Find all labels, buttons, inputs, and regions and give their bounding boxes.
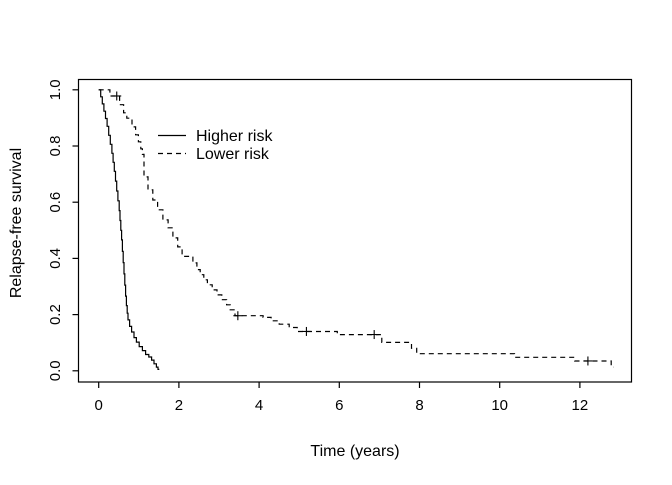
plot-box <box>77 78 633 383</box>
y-tick-label: 0.6 <box>47 192 64 213</box>
legend-label-higher-risk: Higher risk <box>196 128 273 145</box>
y-tick-label: 0.4 <box>47 248 64 269</box>
x-tick-label: 4 <box>255 397 263 414</box>
x-tick-label: 8 <box>415 397 423 414</box>
x-tick-label: 0 <box>95 397 103 414</box>
x-tick-label: 12 <box>572 397 589 414</box>
x-axis-title: Time (years) <box>310 443 399 460</box>
x-tick-label: 2 <box>175 397 183 414</box>
y-axis: 0.0 0.2 0.4 0.6 0.8 1.0 <box>47 79 79 381</box>
y-tick-label: 1.0 <box>47 79 64 100</box>
x-tick-label: 10 <box>491 397 508 414</box>
x-tick-label: 6 <box>335 397 343 414</box>
y-tick-label: 0.8 <box>47 136 64 157</box>
y-axis-title: Relapse-free survival <box>8 148 25 298</box>
legend-label-lower-risk: Lower risk <box>196 146 270 163</box>
lower-risk-curve <box>98 89 614 368</box>
y-tick-label: 0.2 <box>47 304 64 325</box>
censor-marks <box>112 91 593 366</box>
y-tick-label: 0.0 <box>47 360 64 381</box>
higher-risk-curve <box>98 89 160 370</box>
legend: Higher risk Lower risk <box>158 128 273 163</box>
x-axis: 0 2 4 6 8 10 12 <box>95 382 589 414</box>
